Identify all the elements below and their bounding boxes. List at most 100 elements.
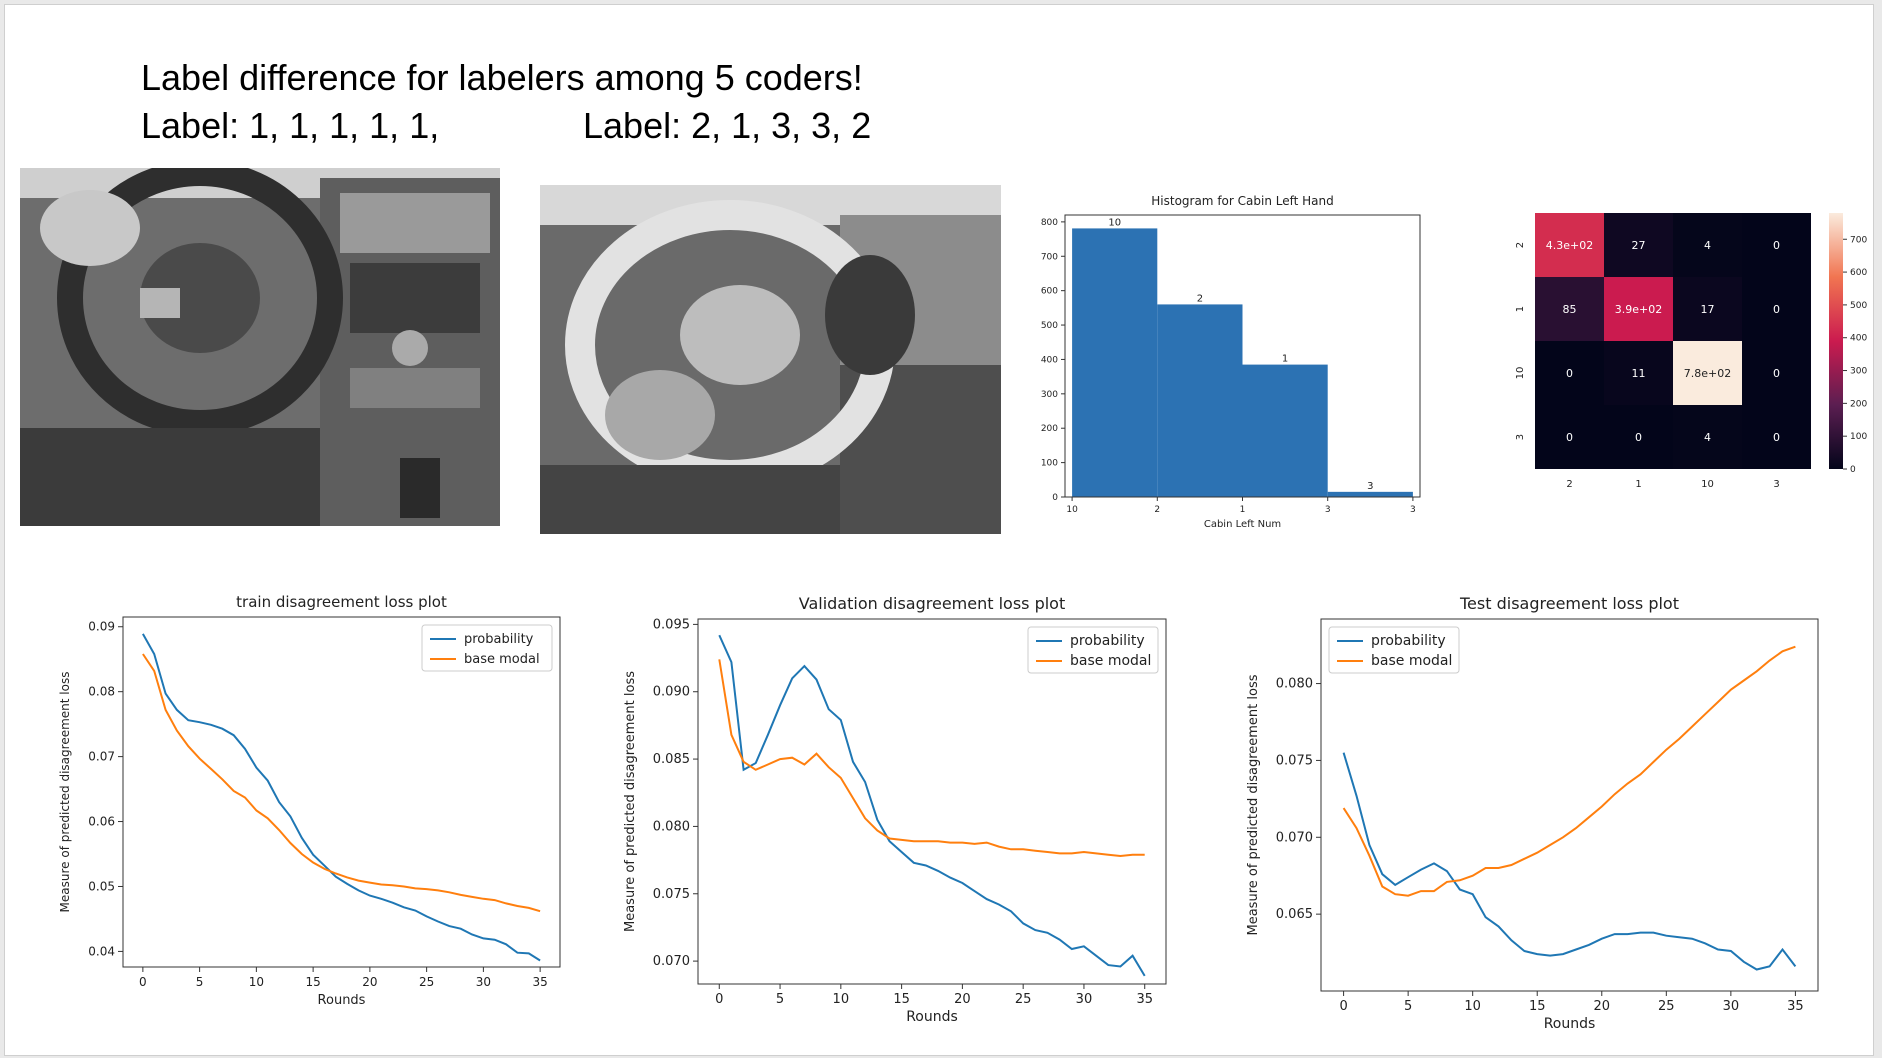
histogram-chart: Histogram for Cabin Left Hand 10 2 1 3 0 100 20… [1041,194,1421,527]
colorbar-tick-label: 300 [1850,367,1867,377]
heatmap-row-label: 10 [1515,367,1526,380]
heatmap-cell-label: 0 [1773,239,1780,252]
colorbar-tick-label: 0 [1850,465,1856,475]
y-tick-label: 0.075 [1276,753,1313,768]
chart-title: train disagreement loss plot [236,593,447,611]
histogram-bar [1327,491,1413,497]
heatmap-col-label: 3 [1773,479,1779,490]
y-tick-label: 100 [1041,459,1058,469]
x-axis-label: Rounds [318,993,366,1008]
legend-label: base modal [1371,653,1452,669]
x-tick-label: 20 [362,975,377,989]
colorbar-tick-label: 200 [1850,399,1867,409]
heatmap-cell [1604,213,1673,277]
histogram-bar-label: 1 [1282,354,1288,365]
x-tick-label: 10 [1066,505,1078,515]
y-tick-label: 0.085 [653,752,690,767]
histogram-bar [1242,364,1328,497]
x-tick-label: 30 [476,975,491,989]
x-tick-label: 15 [893,992,910,1007]
plot-frame [697,618,1167,985]
plot-frame [1320,618,1819,992]
colorbar-tick-label: 500 [1850,301,1867,311]
heatmap-cell-label: 85 [1563,303,1577,316]
heatmap-col-label: 2 [1566,479,1572,490]
y-tick-label: 0.06 [88,815,115,829]
x-tick-label: 3 [1410,505,1416,515]
y-tick-label: 0.095 [653,617,690,632]
x-tick-label: 35 [1136,992,1153,1007]
x-tick-label: 25 [419,975,434,989]
dashboard-illustration-2 [540,185,1001,534]
x-tick-label: 0 [715,992,723,1007]
x-tick-label: 10 [249,975,264,989]
histogram-bar-label: 10 [1108,217,1121,228]
test-loss-chart: Test disagreement loss plot 0 5 10 15 20 25 30 3… [1246,594,1819,1032]
x-tick-label: 20 [954,992,971,1007]
chart-title: Test disagreement loss plot [1459,594,1679,613]
x-tick-label: 5 [776,992,784,1007]
heatmap-cell-label: 17 [1701,303,1715,316]
y-tick-label: 0.080 [1276,677,1313,692]
heatmap-cell-label: 7.8e+02 [1684,367,1731,380]
heatmap-cell [1742,341,1811,405]
histogram-bar-label: 3 [1367,481,1373,492]
histogram-title: Histogram for Cabin Left Hand [1151,194,1333,208]
heatmap-cell-label: 0 [1566,367,1573,380]
plot-frame [122,616,561,968]
y-tick-label: 0.070 [653,954,690,969]
heatmap-cell-label: 27 [1632,239,1646,252]
y-axis-label: Measure of predicted disagreement loss [58,672,72,913]
heatmap-cell [1742,213,1811,277]
legend-label: probability [1371,633,1446,649]
x-tick-label: 20 [1593,999,1610,1014]
heatmap-cell [1535,405,1604,469]
heatmap-row-label: 2 [1515,242,1526,248]
series-line-base-modal [718,659,1145,858]
heatmap-cell-label: 4 [1704,431,1711,444]
series-line-base-modal [142,653,541,913]
train-loss-chart: train disagreement loss plot 0 5 10 15 20 25 30… [58,593,561,1008]
histogram-xlabel: Cabin Left Num [1204,519,1281,527]
y-tick-label: 200 [1041,424,1058,434]
heatmap-cell [1742,405,1811,469]
heatmap-cell-label: 0 [1773,367,1780,380]
label-right: Label: 2, 1, 3, 3, 2 [583,105,872,146]
heatmap-cell [1673,405,1742,469]
heatmap-col-label: 1 [1635,479,1641,490]
y-tick-label: 0 [1052,493,1058,503]
y-tick-label: 0.080 [653,819,690,834]
heatmap-cell-label: 11 [1632,367,1646,380]
heatmap-cell [1535,213,1604,277]
histogram-bar [1072,228,1158,497]
heatmap-cell [1604,405,1673,469]
x-tick-label: 0 [1339,999,1347,1014]
x-tick-label: 5 [196,975,204,989]
x-tick-label: 15 [305,975,320,989]
heatmap-cell [1673,277,1742,341]
histogram-bar [1157,304,1243,497]
y-tick-label: 0.04 [88,944,115,958]
heatmap-cell-label: 4.3e+02 [1546,239,1593,252]
series-line-base-modal [1342,645,1796,897]
heatmap-cell [1673,213,1742,277]
colorbar [1829,213,1843,469]
y-axis-label: Measure of predicted disagreement loss [623,671,638,932]
x-tick-label: 30 [1076,992,1093,1007]
heatmap-cell-label: 3.9e+02 [1615,303,1662,316]
heatmap-row-label: 1 [1515,306,1526,312]
x-tick-label: 25 [1015,992,1032,1007]
series-line-probability [1342,752,1797,971]
x-tick-label: 15 [1529,999,1546,1014]
x-tick-label: 1 [1240,505,1246,515]
heatmap-cell [1742,277,1811,341]
y-tick-label: 0.07 [88,750,115,764]
y-tick-label: 0.075 [653,887,690,902]
y-tick-label: 0.090 [653,685,690,700]
heatmap-cell-label: 0 [1566,431,1573,444]
x-tick-label: 35 [1787,999,1804,1014]
label-left: Label: 1, 1, 1, 1, 1, [141,105,440,146]
legend-label: base modal [1070,653,1151,669]
x-tick-label: 30 [1723,999,1740,1014]
dashboard-photo-1 [20,168,500,526]
